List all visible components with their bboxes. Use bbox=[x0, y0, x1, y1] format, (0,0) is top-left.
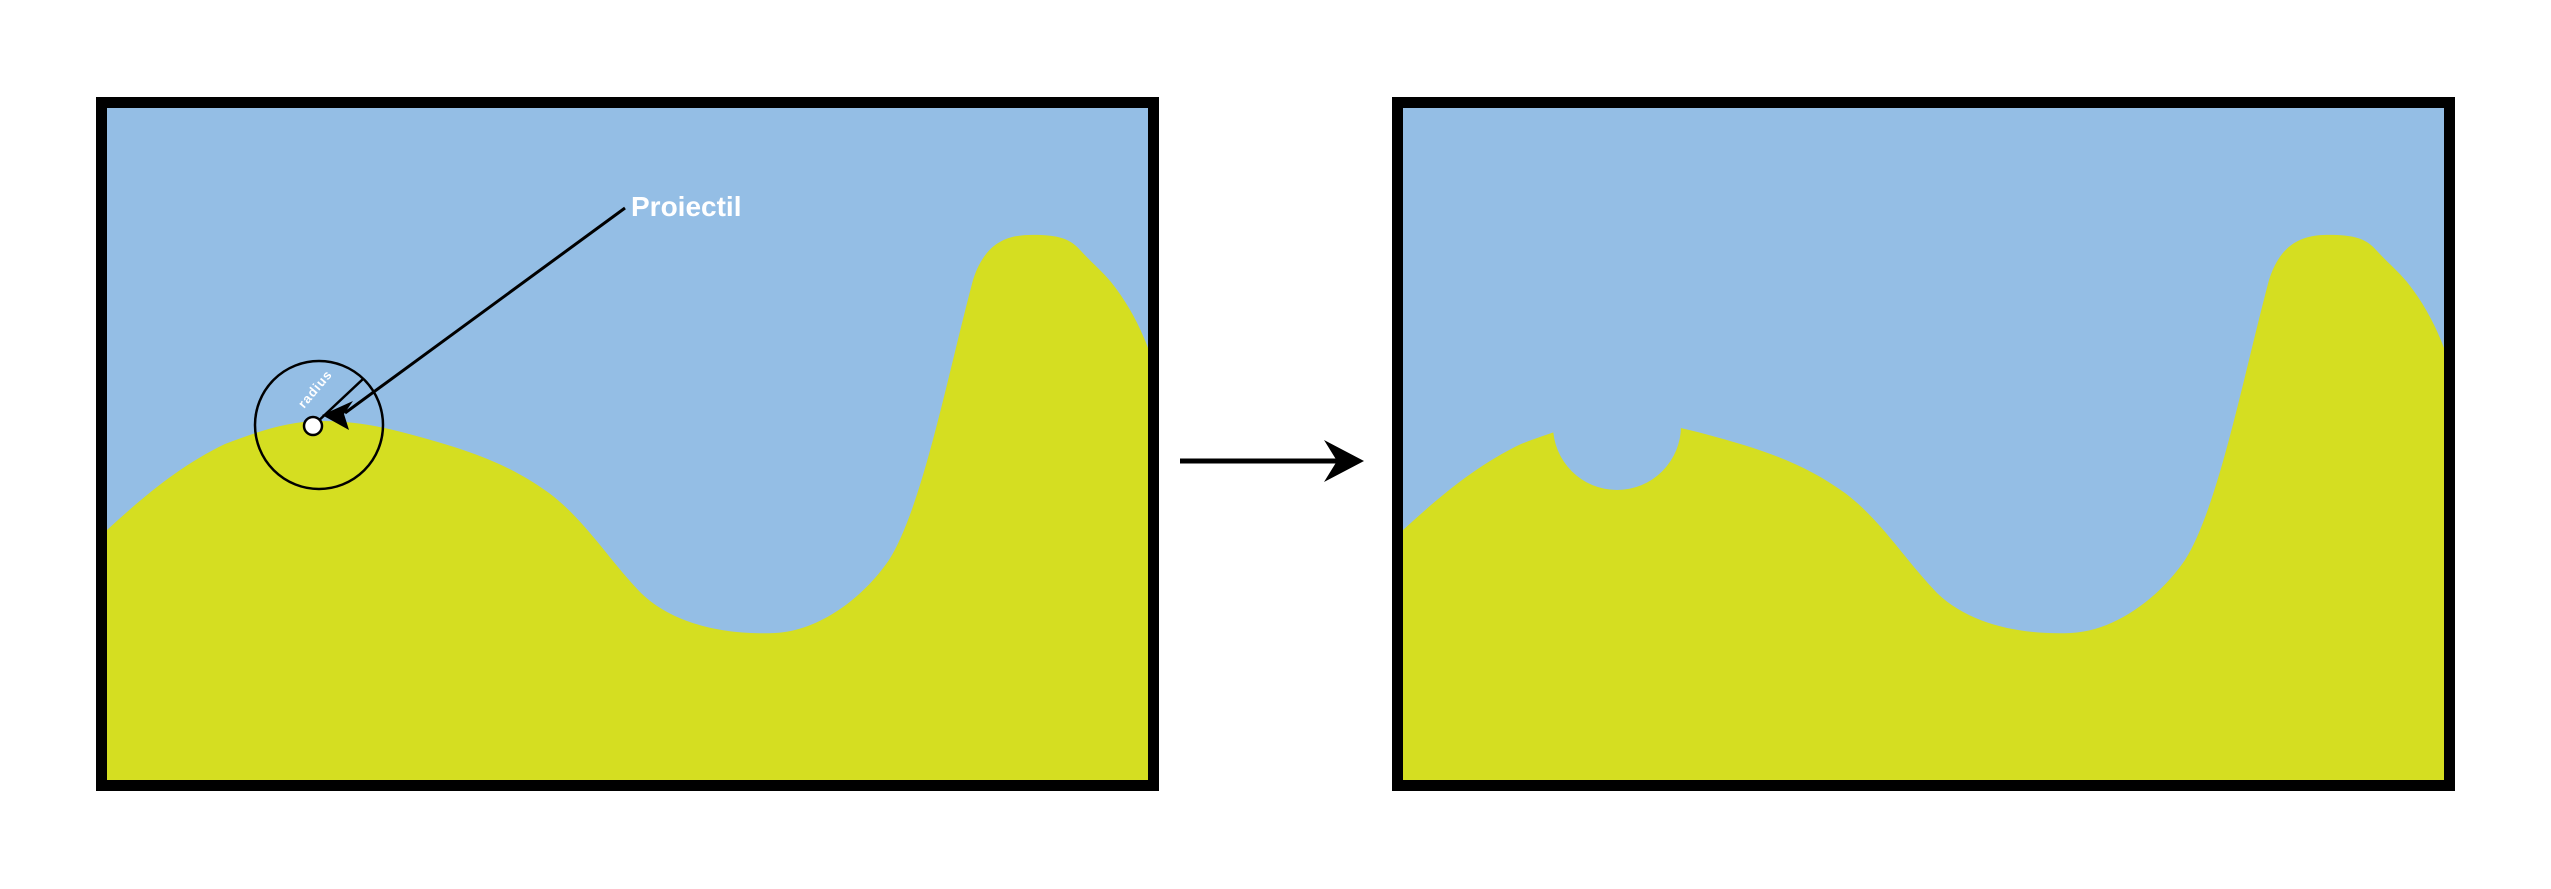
blast-radius-circle bbox=[253, 359, 385, 491]
after-scene bbox=[1403, 108, 2444, 780]
transition-arrow-icon bbox=[1180, 440, 1364, 482]
projectile-label: Proiectil bbox=[631, 191, 741, 222]
before-scene: radius Proiectil bbox=[107, 108, 1148, 780]
radius-line bbox=[313, 378, 364, 426]
panel-after-impact bbox=[1392, 97, 2455, 791]
crater-bite bbox=[1553, 362, 1681, 490]
terrain-silhouette bbox=[1403, 234, 2444, 780]
impact-point-marker bbox=[302, 415, 324, 437]
transition-arrowhead-icon bbox=[1324, 440, 1364, 482]
panel-before-impact: radius Proiectil bbox=[96, 97, 1159, 791]
terrain-silhouette bbox=[107, 234, 1148, 780]
projectile-arrowhead-icon bbox=[322, 401, 353, 430]
projectile-pointer-line bbox=[344, 206, 626, 415]
